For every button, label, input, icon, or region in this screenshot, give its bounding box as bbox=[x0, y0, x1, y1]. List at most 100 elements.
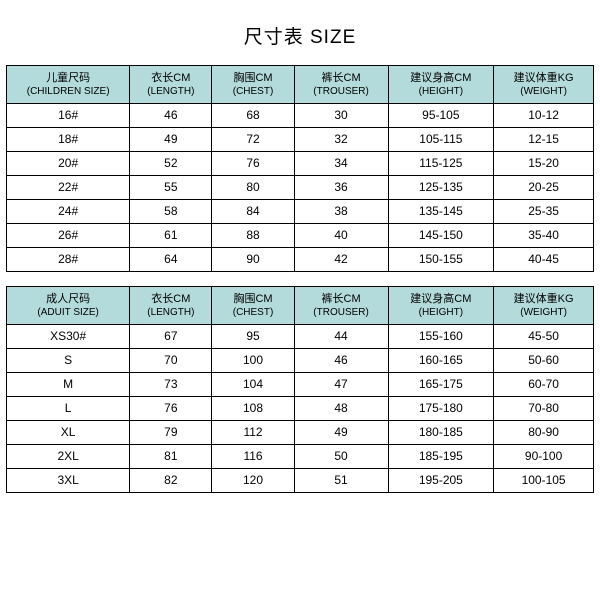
table-row: XS30#679544155-16045-50 bbox=[7, 325, 594, 349]
table-cell: 34 bbox=[294, 152, 388, 176]
col-header-length: 衣长CM(LENGTH) bbox=[130, 66, 212, 104]
table-cell: 100-105 bbox=[494, 469, 594, 493]
col-header-height: 建议身高CM(HEIGHT) bbox=[388, 66, 494, 104]
table-cell: 51 bbox=[294, 469, 388, 493]
table-cell: 38 bbox=[294, 200, 388, 224]
table-header-row: 成人尺码(ADUIT SIZE) 衣长CM(LENGTH) 胸围CM(CHEST… bbox=[7, 287, 594, 325]
table-cell: 180-185 bbox=[388, 421, 494, 445]
table-row: 2XL8111650185-19590-100 bbox=[7, 445, 594, 469]
table-cell: 90-100 bbox=[494, 445, 594, 469]
table-cell: 81 bbox=[130, 445, 212, 469]
table-row: S7010046160-16550-60 bbox=[7, 349, 594, 373]
table-row: 20#527634115-12515-20 bbox=[7, 152, 594, 176]
table-cell: 24# bbox=[7, 200, 130, 224]
col-header-size: 成人尺码(ADUIT SIZE) bbox=[7, 287, 130, 325]
table-cell: 112 bbox=[212, 421, 294, 445]
table-cell: 2XL bbox=[7, 445, 130, 469]
adult-table-body: XS30#679544155-16045-50S7010046160-16550… bbox=[7, 325, 594, 493]
table-cell: M bbox=[7, 373, 130, 397]
table-cell: XL bbox=[7, 421, 130, 445]
table-cell: 135-145 bbox=[388, 200, 494, 224]
table-cell: 95-105 bbox=[388, 104, 494, 128]
table-cell: 44 bbox=[294, 325, 388, 349]
table-cell: 165-175 bbox=[388, 373, 494, 397]
adult-size-table: 成人尺码(ADUIT SIZE) 衣长CM(LENGTH) 胸围CM(CHEST… bbox=[6, 286, 594, 493]
col-header-weight: 建议体重KG(WEIGHT) bbox=[494, 66, 594, 104]
table-cell: 12-15 bbox=[494, 128, 594, 152]
table-row: 24#588438135-14525-35 bbox=[7, 200, 594, 224]
table-row: 28#649042150-15540-45 bbox=[7, 248, 594, 272]
table-cell: 67 bbox=[130, 325, 212, 349]
table-cell: XS30# bbox=[7, 325, 130, 349]
table-cell: 76 bbox=[130, 397, 212, 421]
table-row: XL7911249180-18580-90 bbox=[7, 421, 594, 445]
table-cell: 45-50 bbox=[494, 325, 594, 349]
table-cell: 58 bbox=[130, 200, 212, 224]
table-cell: 104 bbox=[212, 373, 294, 397]
table-cell: 16# bbox=[7, 104, 130, 128]
table-cell: 52 bbox=[130, 152, 212, 176]
table-cell: 64 bbox=[130, 248, 212, 272]
table-header-row: 儿童尺码(CHILDREN SIZE) 衣长CM(LENGTH) 胸围CM(CH… bbox=[7, 66, 594, 104]
table-cell: 79 bbox=[130, 421, 212, 445]
table-cell: 50 bbox=[294, 445, 388, 469]
table-cell: 195-205 bbox=[388, 469, 494, 493]
table-cell: 3XL bbox=[7, 469, 130, 493]
table-cell: 80-90 bbox=[494, 421, 594, 445]
table-row: L7610848175-18070-80 bbox=[7, 397, 594, 421]
table-cell: 175-180 bbox=[388, 397, 494, 421]
table-cell: S bbox=[7, 349, 130, 373]
table-row: M7310447165-17560-70 bbox=[7, 373, 594, 397]
table-cell: 47 bbox=[294, 373, 388, 397]
table-cell: 36 bbox=[294, 176, 388, 200]
table-cell: L bbox=[7, 397, 130, 421]
table-cell: 100 bbox=[212, 349, 294, 373]
table-cell: 76 bbox=[212, 152, 294, 176]
table-cell: 18# bbox=[7, 128, 130, 152]
table-cell: 32 bbox=[294, 128, 388, 152]
table-cell: 25-35 bbox=[494, 200, 594, 224]
table-row: 22#558036125-13520-25 bbox=[7, 176, 594, 200]
table-cell: 72 bbox=[212, 128, 294, 152]
table-cell: 68 bbox=[212, 104, 294, 128]
table-cell: 70-80 bbox=[494, 397, 594, 421]
table-cell: 120 bbox=[212, 469, 294, 493]
table-cell: 82 bbox=[130, 469, 212, 493]
table-cell: 49 bbox=[130, 128, 212, 152]
col-header-chest: 胸围CM(CHEST) bbox=[212, 66, 294, 104]
table-cell: 55 bbox=[130, 176, 212, 200]
table-cell: 26# bbox=[7, 224, 130, 248]
table-cell: 73 bbox=[130, 373, 212, 397]
table-cell: 22# bbox=[7, 176, 130, 200]
col-header-height: 建议身高CM(HEIGHT) bbox=[388, 287, 494, 325]
page-title: 尺寸表 SIZE bbox=[0, 0, 600, 65]
table-cell: 46 bbox=[130, 104, 212, 128]
table-cell: 48 bbox=[294, 397, 388, 421]
table-cell: 160-165 bbox=[388, 349, 494, 373]
table-cell: 46 bbox=[294, 349, 388, 373]
table-cell: 50-60 bbox=[494, 349, 594, 373]
table-cell: 40 bbox=[294, 224, 388, 248]
table-cell: 105-115 bbox=[388, 128, 494, 152]
table-cell: 35-40 bbox=[494, 224, 594, 248]
table-cell: 49 bbox=[294, 421, 388, 445]
table-cell: 88 bbox=[212, 224, 294, 248]
table-cell: 185-195 bbox=[388, 445, 494, 469]
table-cell: 20# bbox=[7, 152, 130, 176]
table-cell: 30 bbox=[294, 104, 388, 128]
table-cell: 84 bbox=[212, 200, 294, 224]
table-row: 18#497232105-11512-15 bbox=[7, 128, 594, 152]
table-row: 16#46683095-10510-12 bbox=[7, 104, 594, 128]
children-table-body: 16#46683095-10510-1218#497232105-11512-1… bbox=[7, 104, 594, 272]
table-cell: 90 bbox=[212, 248, 294, 272]
table-row: 26#618840145-15035-40 bbox=[7, 224, 594, 248]
children-size-table: 儿童尺码(CHILDREN SIZE) 衣长CM(LENGTH) 胸围CM(CH… bbox=[6, 65, 594, 272]
col-header-length: 衣长CM(LENGTH) bbox=[130, 287, 212, 325]
table-cell: 40-45 bbox=[494, 248, 594, 272]
tables-container: 儿童尺码(CHILDREN SIZE) 衣长CM(LENGTH) 胸围CM(CH… bbox=[0, 65, 600, 493]
table-cell: 150-155 bbox=[388, 248, 494, 272]
col-header-trouser: 裤长CM(TROUSER) bbox=[294, 66, 388, 104]
table-cell: 60-70 bbox=[494, 373, 594, 397]
table-cell: 95 bbox=[212, 325, 294, 349]
table-cell: 116 bbox=[212, 445, 294, 469]
